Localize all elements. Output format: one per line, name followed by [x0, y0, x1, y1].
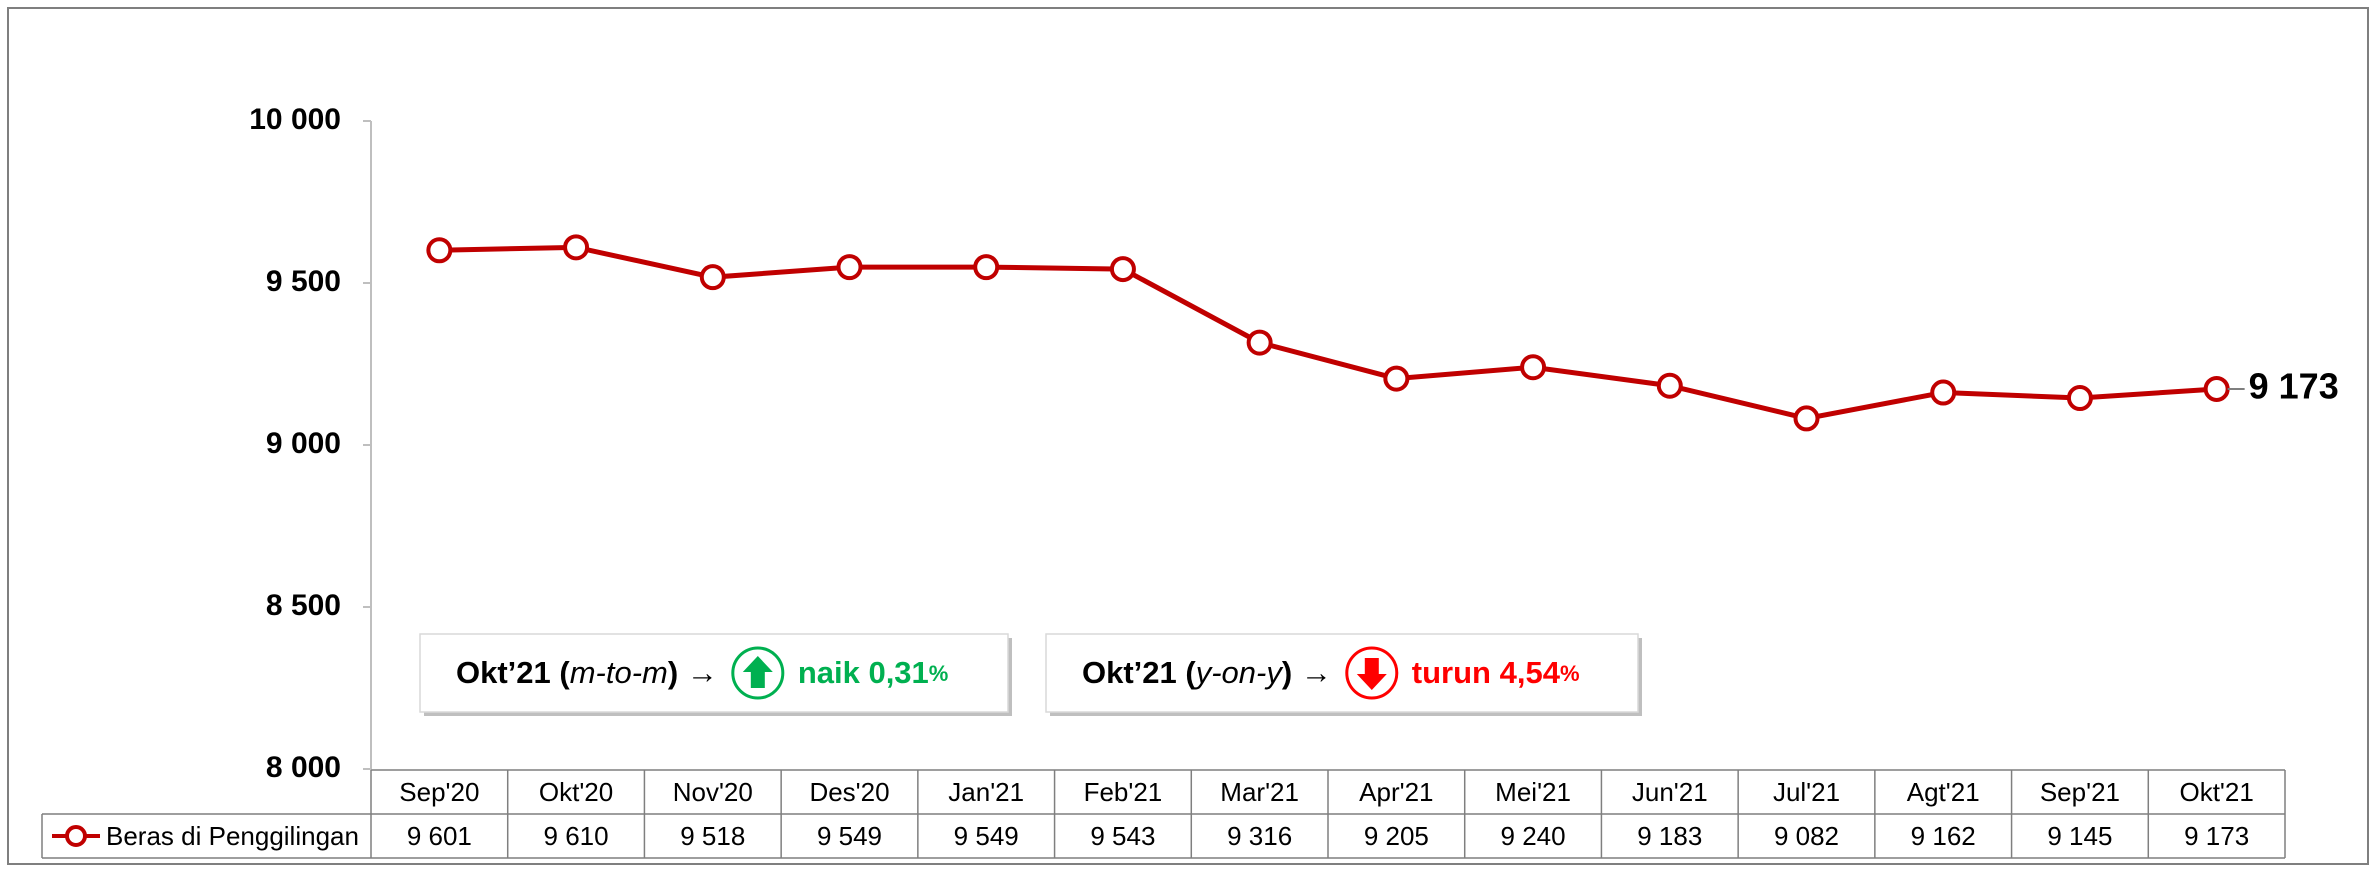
x-tick-label: Jul'21: [1773, 777, 1840, 807]
table-value: 9 316: [1227, 821, 1292, 851]
x-tick-label: Jan'21: [948, 777, 1024, 807]
table-value: 9 549: [817, 821, 882, 851]
y-tick-label: 10 000: [249, 103, 341, 136]
annotation-change: turun 4,54%: [1412, 655, 1580, 690]
frame: [7, 7, 2369, 865]
data-point: [563, 234, 590, 261]
data-point: [1930, 379, 1957, 406]
data-point: [1520, 354, 1547, 381]
trend-arrow: [1356, 658, 1387, 690]
x-tick-label: Mei'21: [1495, 777, 1571, 807]
end-label: 9 173: [2249, 365, 2339, 406]
x-tick-label: Okt'21: [2179, 777, 2253, 807]
x-tick-label: Apr'21: [1359, 777, 1433, 807]
change-unit: %: [1560, 661, 1580, 686]
legend-marker: [65, 825, 87, 847]
data-point: [1383, 365, 1410, 392]
annotation-prefix: Okt’21 (: [456, 655, 570, 690]
data-point: [2203, 375, 2230, 402]
annotation-box: [419, 633, 1009, 713]
data-point: [426, 237, 453, 264]
annotation-label: Okt’21 (m-to-m) →: [456, 655, 718, 690]
data-point: [973, 254, 1000, 281]
x-tick-label: Sep'21: [2040, 777, 2120, 807]
annotation-label: Okt’21 (y-on-y) →: [1082, 655, 1332, 690]
table-value: 9 173: [2184, 821, 2249, 851]
legend-label: Beras di Penggilingan: [106, 821, 359, 851]
table-value: 9 610: [544, 821, 609, 851]
x-tick-label: Mar'21: [1220, 777, 1299, 807]
annotation-term: m-to-m: [570, 655, 668, 690]
annotation-prefix: Okt’21 (: [1082, 655, 1196, 690]
x-tick-label: Des'20: [809, 777, 889, 807]
x-tick-label: Okt'20: [539, 777, 613, 807]
annotation-change: naik 0,31%: [798, 655, 949, 690]
annotation-term: y-on-y: [1194, 655, 1285, 690]
table-value: 9 549: [954, 821, 1019, 851]
annotation-suffix: ) →: [1282, 655, 1332, 690]
table-value: 9 601: [407, 821, 472, 851]
table-value: 9 145: [2047, 821, 2112, 851]
table-value: 9 543: [1090, 821, 1155, 851]
x-tick-label: Feb'21: [1084, 777, 1163, 807]
data-point: [1793, 405, 1820, 432]
trend-arrow: [742, 656, 773, 688]
x-tick-label: Sep'20: [399, 777, 479, 807]
table-value: 9 162: [1911, 821, 1976, 851]
change-text: turun 4,54: [1412, 655, 1561, 690]
table-value: 9 240: [1501, 821, 1566, 851]
change-text: naik 0,31: [798, 655, 929, 690]
x-tick-label: Jun'21: [1632, 777, 1708, 807]
data-point: [699, 264, 726, 291]
series-line: [439, 244, 2217, 421]
data-point: [1109, 256, 1136, 283]
data-point: [1656, 372, 1683, 399]
data-point: [2066, 385, 2093, 412]
table-value: 9 183: [1637, 821, 1702, 851]
annotation-suffix: ) →: [668, 655, 718, 690]
data-point: [1246, 329, 1273, 356]
y-tick-label: 9 000: [266, 427, 341, 460]
y-tick-label: 8 000: [266, 751, 341, 784]
table-value: 9 082: [1774, 821, 1839, 851]
x-tick-label: Agt'21: [1907, 777, 1980, 807]
y-tick-label: 8 500: [266, 589, 341, 622]
y-tick-label: 9 500: [266, 265, 341, 298]
data-point: [836, 254, 863, 281]
table-value: 9 205: [1364, 821, 1429, 851]
change-unit: %: [929, 661, 949, 686]
table-value: 9 518: [680, 821, 745, 851]
x-tick-label: Nov'20: [673, 777, 753, 807]
annotation-box: [1045, 633, 1639, 713]
